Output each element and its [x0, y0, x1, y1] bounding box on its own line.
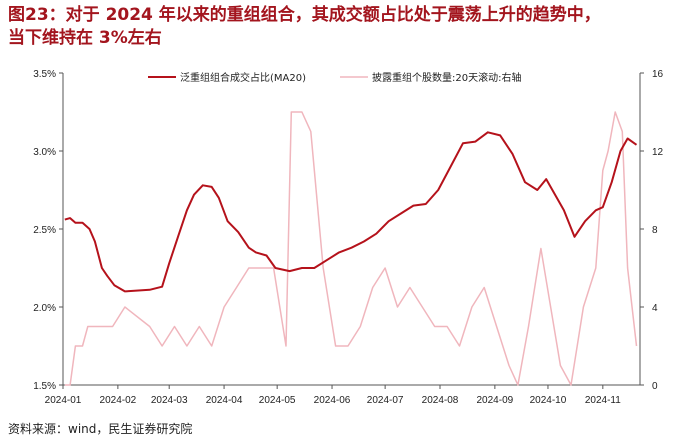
y-right-tick-label: 16 [652, 69, 664, 80]
series-line-ma20 [64, 131, 638, 293]
y-right-tick-label: 0 [652, 381, 658, 392]
chart-series [64, 111, 638, 386]
x-tick-label: 2024-08 [422, 395, 459, 406]
y-left-tick-label: 1.5% [33, 381, 56, 392]
x-tick-label: 2024-05 [259, 395, 296, 406]
series-line-restructuring-count [64, 111, 638, 386]
chart-legend: 泛重组组合成交占比(MA20) 披露重组个股数量:20天滚动:右轴 [148, 71, 521, 84]
x-tick-label: 2024-10 [530, 395, 567, 406]
y-right-tick-label: 12 [652, 147, 664, 158]
x-tick-label: 2024-01 [45, 395, 82, 406]
x-tick-label: 2024-06 [314, 395, 351, 406]
legend-label-restructuring-count: 披露重组个股数量:20天滚动:右轴 [372, 71, 521, 84]
y-left-tick-label: 2.0% [33, 303, 56, 314]
chart-title-line-1: 图23：对于 2024 年以来的重组组合，其成交额占比处于震荡上升的趋势中， [8, 5, 601, 25]
chart-title-line-2: 当下维持在 3%左右 [8, 28, 162, 48]
legend-label-ma20: 泛重组组合成交占比(MA20) [180, 71, 306, 84]
chart-title: 图23：对于 2024 年以来的重组组合，其成交额占比处于震荡上升的趋势中， 当… [8, 4, 676, 50]
y-right-tick-label: 4 [652, 303, 658, 314]
x-tick-label: 2024-03 [151, 395, 188, 406]
y-left-tick-label: 2.5% [33, 225, 56, 236]
y-left-tick-label: 3.5% [33, 69, 56, 80]
source-note: 资料来源：wind，民生证券研究院 [8, 422, 193, 436]
y-right-tick-label: 8 [652, 225, 658, 236]
x-tick-label: 2024-09 [477, 395, 514, 406]
x-tick-label: 2024-04 [206, 395, 243, 406]
chart-axes: 1.5% 2.0% 2.5% 3.0% 3.5% 0 4 8 12 16 2024-01 2024-0… [33, 69, 663, 406]
y-left-tick-label: 3.0% [33, 147, 56, 158]
x-tick-label: 2024-02 [100, 395, 137, 406]
x-tick-label: 2024-11 [585, 395, 621, 406]
x-tick-label: 2024-07 [367, 395, 404, 406]
